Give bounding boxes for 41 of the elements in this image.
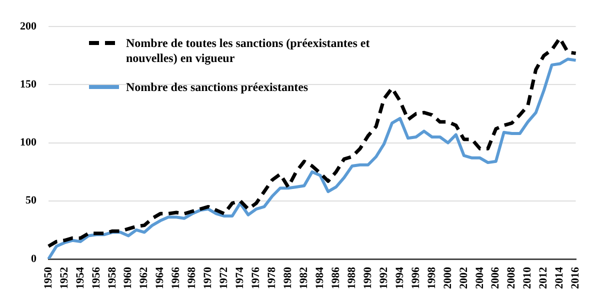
x-tick-label: 2008 (506, 266, 518, 289)
y-tick-label: 150 (20, 78, 37, 91)
y-tick-label: 50 (26, 194, 37, 207)
x-tick-label: 2012 (538, 266, 550, 289)
x-tick-label: 1986 (330, 266, 342, 289)
x-tick-label: 2002 (458, 266, 470, 289)
x-tick-label: 1992 (378, 266, 390, 289)
x-tick-label: 1976 (250, 266, 262, 289)
x-tick-label: 1952 (58, 266, 70, 289)
x-tick-label: 1984 (314, 266, 326, 289)
x-tick-label: 2000 (442, 266, 454, 289)
x-tick-label: 1990 (362, 266, 374, 289)
x-tick-label: 1998 (426, 266, 438, 289)
x-tick-label: 1978 (266, 266, 278, 289)
x-tick-label: 1970 (202, 266, 214, 289)
x-tick-label: 2014 (554, 266, 566, 289)
x-tick-label: 1964 (154, 266, 166, 289)
x-tick-label: 1994 (394, 266, 406, 289)
x-tick-label: 2006 (490, 266, 502, 289)
x-tick-label: 2016 (570, 266, 582, 289)
x-tick-label: 1956 (90, 266, 102, 289)
x-tick-label: 1966 (170, 266, 182, 289)
y-tick-label: 100 (20, 136, 37, 149)
x-tick-label: 1960 (122, 266, 134, 289)
x-tick-label: 1982 (298, 266, 310, 289)
x-tick-label: 2004 (474, 266, 486, 289)
x-tick-label: 1968 (186, 266, 198, 289)
x-tick-label: 1950 (42, 266, 54, 289)
legend-label: Nombre des sanctions préexistantes (126, 80, 308, 95)
x-tick-label: 2010 (522, 266, 534, 289)
x-tick-label: 1962 (138, 266, 150, 289)
x-tick-label: 1972 (218, 266, 230, 289)
x-tick-label: 1980 (282, 266, 294, 289)
y-tick-label: 0 (31, 252, 37, 265)
x-tick-label: 1954 (74, 266, 86, 289)
x-tick-label: 1996 (410, 266, 422, 289)
x-tick-label: 1988 (346, 266, 358, 289)
y-tick-label: 200 (20, 20, 37, 32)
x-tick-label: 1974 (234, 266, 246, 289)
legend-label: Nombre de toutes les sanctions (préexistantes et nouvelles) en vigueur (126, 36, 371, 66)
x-tick-label: 1958 (106, 266, 118, 289)
